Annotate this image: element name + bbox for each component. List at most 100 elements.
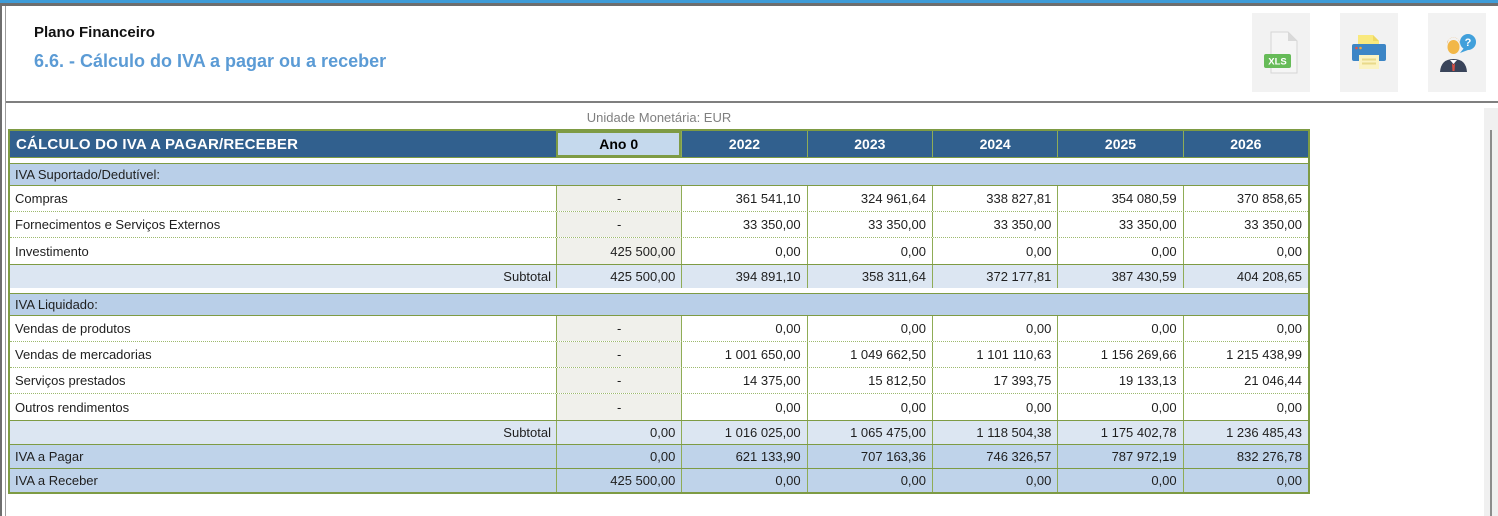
spacer-row	[10, 288, 1308, 293]
export-xls-button[interactable]: XLS	[1252, 13, 1310, 92]
subtotal-label: Subtotal	[503, 269, 551, 284]
row-label: Serviços prestados	[15, 373, 126, 388]
cell-year: 1 236 485,43	[1182, 421, 1308, 444]
cell-ano0: 425 500,00	[556, 469, 681, 492]
cell-year: 621 133,90	[681, 445, 806, 468]
cell-year: 0,00	[681, 394, 806, 420]
row-label: Vendas de produtos	[15, 321, 131, 336]
subtotal-label: Subtotal	[503, 425, 551, 440]
column-header-ano0: Ano 0	[556, 131, 682, 157]
cell-year: 0,00	[681, 469, 806, 492]
cell-ano0: -	[556, 368, 682, 393]
cell-year: 354 080,59	[1057, 186, 1182, 211]
print-button[interactable]	[1340, 13, 1398, 92]
cell-year: 0,00	[1182, 469, 1308, 492]
section-header-row: IVA Liquidado:	[10, 293, 1308, 316]
table-row: Compras -361 541,10 324 961,64 338 827,81 35…	[10, 186, 1308, 212]
column-header-year: 2025	[1057, 131, 1182, 157]
section-label: IVA Suportado/Dedutível:	[15, 167, 161, 182]
top-divider-line	[0, 3, 1498, 6]
printer-icon	[1352, 34, 1386, 69]
cell-year: 1 049 662,50	[806, 342, 932, 367]
cell-year: 324 961,64	[806, 186, 932, 211]
table-title: CÁLCULO DO IVA A PAGAR/RECEBER	[16, 135, 299, 153]
cell-ano0: -	[556, 186, 682, 211]
table-row: Vendas de mercadorias -1 001 650,00 1 049 …	[10, 342, 1308, 368]
cell-year: 0,00	[1057, 238, 1182, 264]
cell-year: 0,00	[806, 238, 932, 264]
help-button[interactable]: ?	[1428, 13, 1486, 92]
cell-ano0: -	[556, 316, 682, 341]
cell-year: 0,00	[1182, 316, 1308, 341]
column-header-year: 2022	[681, 131, 806, 157]
spacer-row	[10, 158, 1308, 163]
cell-year: 1 065 475,00	[806, 421, 932, 444]
cell-year: 707 163,36	[806, 445, 932, 468]
cell-ano0: -	[556, 394, 682, 420]
section-header-row: IVA Suportado/Dedutível:	[10, 163, 1308, 186]
cell-year: 387 430,59	[1057, 265, 1182, 288]
section-label: IVA Liquidado:	[15, 297, 98, 312]
cell-year: 0,00	[932, 316, 1057, 341]
cell-year: 832 276,78	[1182, 445, 1308, 468]
iva-table: CÁLCULO DO IVA A PAGAR/RECEBER Ano 0 2022 2…	[8, 129, 1310, 494]
cell-year: 17 393,75	[932, 368, 1057, 393]
help-person-icon: ?	[1440, 33, 1476, 72]
subtotal-row: Subtotal 0,00 1 016 025,00 1 065 475,00 1 11…	[10, 420, 1308, 444]
cell-year: 0,00	[806, 316, 932, 341]
cell-year: 0,00	[681, 238, 806, 264]
total-row: IVA a Receber 425 500,00 0,00 0,00 0,00 0,00 0…	[10, 468, 1308, 492]
cell-year: 33 350,00	[1182, 212, 1308, 237]
row-label: Vendas de mercadorias	[15, 347, 152, 362]
cell-ano0: 0,00	[556, 445, 681, 468]
column-header-year: 2024	[932, 131, 1057, 157]
cell-year: 21 046,44	[1182, 368, 1308, 393]
total-row: IVA a Pagar 0,00 621 133,90 707 163,36 746 3…	[10, 444, 1308, 468]
table-row: Outros rendimentos -0,00 0,00 0,00 0,00 0,00	[10, 394, 1308, 420]
row-label: Outros rendimentos	[15, 399, 130, 415]
scrollbar-thumb[interactable]	[1490, 130, 1492, 516]
page-header: Plano Financeiro 6.6. - Cálculo do IVA a…	[6, 6, 1498, 103]
svg-text:?: ?	[1465, 37, 1472, 49]
page-title: Plano Financeiro	[34, 24, 155, 41]
cell-year: 0,00	[932, 469, 1057, 492]
cell-ano0: -	[556, 212, 682, 237]
cell-year: 746 326,57	[932, 445, 1057, 468]
table-row: Investimento 425 500,00 0,00 0,00 0,00 0,00 0,…	[10, 238, 1308, 264]
cell-year: 0,00	[1182, 394, 1308, 420]
cell-year: 0,00	[1057, 316, 1182, 341]
cell-year: 372 177,81	[932, 265, 1057, 288]
toolbar: XLS ?	[1252, 13, 1486, 92]
row-label: Investimento	[15, 243, 89, 259]
cell-year: 0,00	[806, 469, 932, 492]
cell-ano0: 425 500,00	[556, 238, 682, 264]
content-area: Unidade Monetária: EUR CÁLCULO DO IVA A …	[6, 103, 1498, 494]
column-header-year: 2023	[806, 131, 932, 157]
page-inner: Plano Financeiro 6.6. - Cálculo do IVA a…	[5, 6, 1498, 516]
total-label: IVA a Receber	[15, 473, 98, 488]
title-block: Plano Financeiro 6.6. - Cálculo do IVA a…	[6, 6, 1498, 72]
cell-year: 33 350,00	[932, 212, 1057, 237]
cell-ano0: 425 500,00	[556, 265, 681, 288]
cell-year: 404 208,65	[1182, 265, 1308, 288]
cell-year: 394 891,10	[681, 265, 806, 288]
cell-year: 0,00	[1182, 238, 1308, 264]
subtotal-row: Subtotal 425 500,00 394 891,10 358 311,64 37…	[10, 264, 1308, 288]
svg-text:XLS: XLS	[1268, 56, 1286, 67]
table-header-row: CÁLCULO DO IVA A PAGAR/RECEBER Ano 0 2022 2…	[10, 131, 1308, 158]
table-row: Vendas de produtos -0,00 0,00 0,00 0,00 0,00	[10, 316, 1308, 342]
page-subtitle: 6.6. - Cálculo do IVA a pagar ou a receb…	[34, 51, 387, 71]
cell-year: 0,00	[1057, 469, 1182, 492]
cell-year: 19 133,13	[1057, 368, 1182, 393]
vertical-scrollbar[interactable]	[1484, 108, 1498, 516]
cell-year: 0,00	[932, 238, 1057, 264]
top-accent-line	[0, 0, 1498, 3]
cell-year: 0,00	[806, 394, 932, 420]
row-label: Compras	[15, 191, 68, 206]
column-header-year: 2026	[1182, 131, 1308, 157]
cell-year: 14 375,00	[681, 368, 806, 393]
cell-year: 33 350,00	[1057, 212, 1182, 237]
cell-year: 0,00	[1057, 394, 1182, 420]
cell-year: 1 175 402,78	[1057, 421, 1182, 444]
cell-year: 33 350,00	[806, 212, 932, 237]
